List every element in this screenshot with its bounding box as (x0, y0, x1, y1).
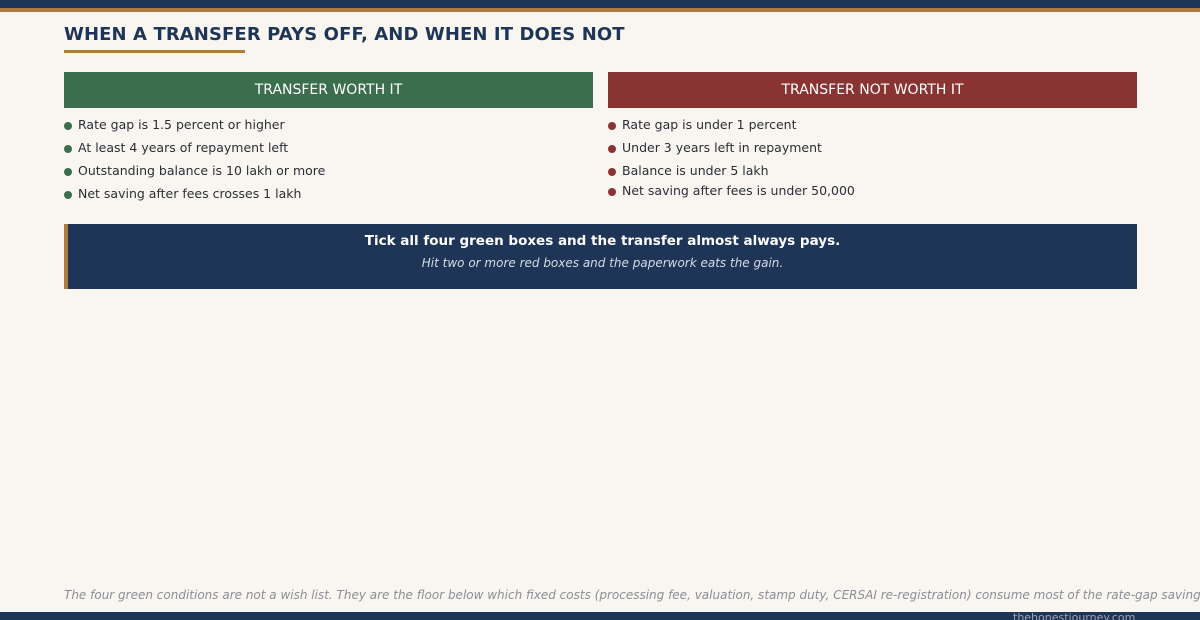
list-item: Balance is under 5 lakh (608, 162, 1137, 185)
site-url: thehonestjourney.com (1013, 611, 1136, 620)
list-item-text: At least 4 years of repayment left (78, 140, 289, 155)
list-item-text: Rate gap is under 1 percent (622, 117, 797, 132)
worth-it-heading: TRANSFER WORTH IT (64, 72, 593, 108)
list-item: Outstanding balance is 10 lakh or more (64, 162, 593, 185)
list-item: Rate gap is under 1 percent (608, 116, 1137, 139)
red-bullet-icon (608, 122, 616, 130)
summary-callout: Tick all four green boxes and the transf… (64, 224, 1137, 289)
green-bullet-icon (64, 191, 72, 199)
list-item-text: Under 3 years left in repayment (622, 140, 822, 155)
top-gold-stripe (0, 8, 1200, 12)
green-bullet-icon (64, 122, 72, 130)
red-bullet-icon (608, 168, 616, 176)
footnote: The four green conditions are not a wish… (64, 588, 1200, 602)
list-item: Rate gap is 1.5 percent or higher (64, 116, 593, 139)
list-item-text: Net saving after fees is under 50,000 (622, 183, 855, 198)
list-item-text: Balance is under 5 lakh (622, 163, 769, 178)
bottom-accent-bar (0, 612, 1200, 620)
not-worth-it-list: Rate gap is under 1 percent Under 3 year… (608, 116, 1137, 205)
list-item: Net saving after fees crosses 1 lakh (64, 185, 593, 208)
list-item-text: Outstanding balance is 10 lakh or more (78, 163, 326, 178)
worth-it-panel: TRANSFER WORTH IT Rate gap is 1.5 percen… (64, 72, 593, 208)
red-bullet-icon (608, 145, 616, 153)
page-title: WHEN A TRANSFER PAYS OFF, AND WHEN IT DO… (64, 24, 625, 45)
list-item-text: Net saving after fees crosses 1 lakh (78, 186, 302, 201)
green-bullet-icon (64, 168, 72, 176)
list-item: At least 4 years of repayment left (64, 139, 593, 162)
not-worth-it-heading: TRANSFER NOT WORTH IT (608, 72, 1137, 108)
worth-it-list: Rate gap is 1.5 percent or higher At lea… (64, 116, 593, 208)
callout-sub-text: Hit two or more red boxes and the paperw… (421, 256, 784, 270)
list-item: Net saving after fees is under 50,000 (608, 182, 1137, 205)
red-bullet-icon (608, 188, 616, 196)
list-item: Under 3 years left in repayment (608, 139, 1137, 162)
callout-main-text: Tick all four green boxes and the transf… (364, 233, 841, 249)
top-accent-bar (0, 0, 1200, 8)
title-underline (64, 50, 245, 53)
list-item-text: Rate gap is 1.5 percent or higher (78, 117, 285, 132)
not-worth-it-panel: TRANSFER NOT WORTH IT Rate gap is under … (608, 72, 1137, 205)
green-bullet-icon (64, 145, 72, 153)
